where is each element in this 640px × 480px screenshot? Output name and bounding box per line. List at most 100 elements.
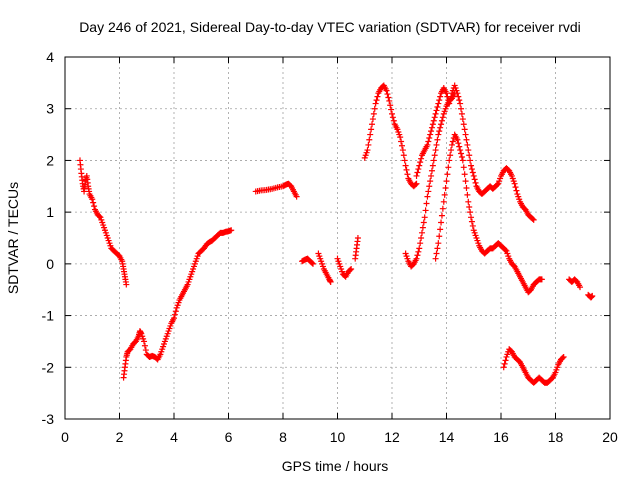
data-point: [468, 218, 475, 225]
data-point: [458, 110, 465, 117]
data-point: [432, 255, 439, 262]
data-point: [364, 147, 371, 154]
data-point: [413, 255, 420, 262]
data-point: [470, 172, 477, 179]
x-tick-label: 8: [279, 429, 287, 445]
y-tick-label: 0: [46, 256, 54, 272]
data-point: [423, 200, 430, 207]
data-point: [471, 176, 478, 183]
data-point: [436, 97, 443, 104]
data-point: [385, 94, 392, 101]
data-point: [458, 153, 465, 160]
data-point: [424, 193, 431, 200]
data-point: [414, 169, 421, 176]
data-point: [89, 196, 96, 203]
data-point: [502, 247, 509, 254]
data-point: [426, 135, 433, 142]
data-point: [469, 222, 476, 229]
data-point: [432, 147, 439, 154]
data-point: [443, 178, 450, 185]
data-point: [469, 169, 476, 176]
data-point: [464, 141, 471, 148]
data-point: [417, 240, 424, 247]
data-point: [293, 193, 300, 200]
data-point: [434, 136, 441, 143]
data-point: [458, 105, 465, 112]
data-point: [429, 162, 436, 169]
data-point: [434, 245, 441, 252]
data-point: [457, 100, 464, 107]
data-point: [438, 121, 445, 128]
data-point: [457, 147, 464, 154]
data-point: [403, 166, 410, 173]
data-point: [369, 116, 376, 123]
data-point: [373, 97, 380, 104]
data-point: [467, 157, 474, 164]
data-point: [465, 147, 472, 154]
data-point: [428, 172, 435, 179]
data-point: [171, 311, 178, 318]
data-point: [141, 342, 148, 349]
x-tick-label: 6: [225, 429, 233, 445]
data-point: [369, 121, 376, 128]
data-point: [228, 227, 235, 234]
data-point: [468, 214, 475, 221]
data-point: [500, 364, 507, 371]
data-point: [438, 117, 445, 124]
data-point: [560, 353, 567, 360]
data-point: [399, 147, 406, 154]
x-tick-label: 12: [384, 429, 400, 445]
data-point: [90, 199, 97, 206]
data-point: [435, 240, 442, 247]
data-point: [427, 178, 434, 185]
data-point: [448, 141, 455, 148]
data-point: [354, 235, 361, 241]
data-point: [502, 357, 509, 364]
data-point: [386, 97, 393, 104]
data-point: [466, 203, 473, 210]
x-tick-label: 0: [61, 429, 69, 445]
data-point: [438, 212, 445, 219]
data-point: [448, 147, 455, 154]
y-axis-label: SDTVAR / TECUs: [5, 182, 21, 294]
data-point: [511, 180, 518, 187]
data-point: [461, 126, 468, 133]
data-point: [461, 171, 468, 178]
data-point: [415, 166, 422, 173]
data-point: [512, 184, 519, 191]
data-point: [171, 315, 177, 322]
data-point: [426, 183, 433, 190]
grid-lines: [65, 57, 610, 419]
data-point: [383, 87, 390, 94]
data-point: [451, 90, 458, 97]
data-point: [438, 219, 445, 226]
data-point: [529, 216, 536, 223]
data-point: [440, 198, 447, 205]
data-point: [559, 354, 566, 361]
chart-title: Day 246 of 2021, Sidereal Day-to-day VTE…: [79, 19, 581, 35]
data-point: [444, 171, 451, 178]
data-point: [390, 117, 397, 124]
data-point: [387, 102, 394, 109]
data-point: [439, 205, 446, 212]
data-point: [501, 360, 508, 367]
data-point: [577, 284, 584, 291]
data-point: [467, 209, 474, 216]
data-point: [421, 214, 428, 221]
data-point: [429, 121, 436, 128]
data-point: [412, 181, 419, 188]
data-point: [384, 91, 391, 98]
data-point: [422, 207, 429, 214]
data-point: [416, 162, 423, 169]
x-tick-label: 2: [116, 429, 124, 445]
data-point: [402, 162, 409, 169]
plot-frame: [64, 56, 611, 420]
data-point: [459, 116, 466, 123]
data-point: [172, 308, 179, 315]
data-point: [419, 224, 426, 231]
y-tick-label: 3: [46, 101, 54, 117]
data-point: [91, 203, 98, 210]
y-tick-label: 1: [46, 204, 54, 220]
data-point: [367, 131, 374, 138]
